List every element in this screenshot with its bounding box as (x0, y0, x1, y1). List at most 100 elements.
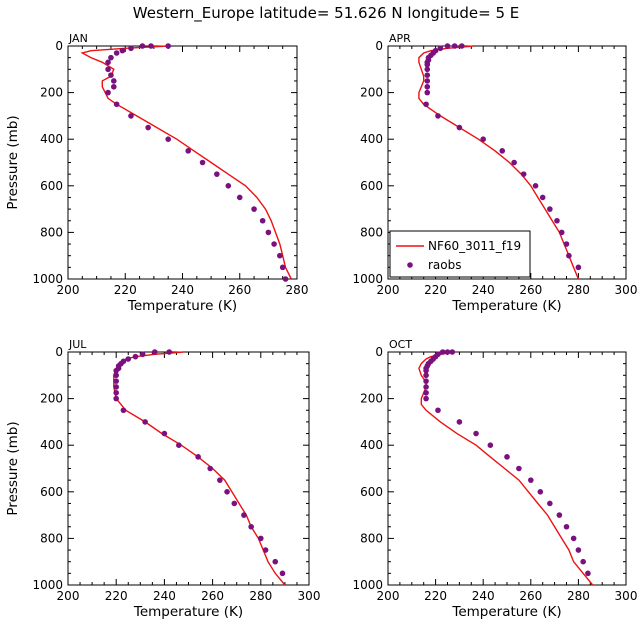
x-tick-label: 300 (615, 283, 638, 297)
obs-point (128, 113, 134, 119)
obs-point (241, 512, 247, 518)
obs-point (575, 264, 582, 271)
obs-point (119, 47, 126, 54)
obs-point (108, 72, 114, 78)
obs-point (279, 570, 286, 577)
obs-point (435, 407, 441, 414)
y-tick-label: 0 (55, 39, 63, 53)
panel-label: JUL (68, 338, 87, 351)
obs-point (217, 477, 223, 483)
y-tick-label: 800 (40, 531, 63, 545)
obs-point (128, 45, 134, 52)
obs-point (580, 558, 586, 565)
model-line (418, 351, 594, 586)
obs-point (449, 349, 456, 355)
obs-point (556, 512, 563, 518)
obs-point (487, 442, 494, 449)
obs-point (113, 395, 119, 402)
obs-point (132, 353, 139, 360)
obs-point (473, 430, 479, 437)
model-line (80, 45, 292, 280)
obs-point (456, 419, 463, 425)
obs-point (224, 489, 230, 495)
obs-point (108, 54, 114, 61)
obs-point (258, 535, 264, 542)
panel-label: JAN (68, 32, 88, 45)
x-tick-label: 280 (249, 589, 272, 603)
y-tick-label: 0 (375, 345, 383, 359)
obs-point (105, 66, 111, 73)
obs-point (444, 349, 451, 355)
obs-point (520, 171, 527, 177)
legend-obs-label: raobs (428, 258, 462, 272)
y-tick-label: 200 (40, 392, 63, 406)
obs-point (113, 389, 119, 396)
obs-point (537, 489, 544, 495)
x-tick-label: 280 (286, 283, 309, 297)
obs-point (458, 43, 465, 49)
obs-point (547, 500, 553, 507)
x-tick-label: 200 (377, 589, 400, 603)
legend-box (389, 230, 531, 278)
obs-point (563, 241, 570, 247)
y-tick-label: 400 (360, 438, 383, 452)
y-tick-label: 400 (40, 438, 63, 452)
x-tick-label: 200 (57, 283, 80, 297)
obs-point (424, 66, 431, 73)
y-tick-label: 200 (360, 392, 383, 406)
obs-point (282, 276, 289, 282)
model-line (113, 351, 286, 586)
panels: 200 220 240 260 280 0 200 400 600 800 1000 Temperat… (5, 32, 637, 620)
x-axis-label: Temperature (K) (127, 298, 237, 314)
obs-point (423, 367, 429, 374)
obs-point (166, 349, 173, 355)
panel-label: OCT (389, 338, 412, 351)
obs-point (176, 442, 182, 449)
legend-obs-swatch (407, 262, 413, 268)
y-tick-label: 0 (375, 39, 383, 53)
obs-point (439, 349, 446, 355)
obs-point (423, 101, 429, 108)
x-tick-label: 260 (519, 589, 542, 603)
obs-point (575, 547, 582, 553)
y-tick-label: 200 (40, 86, 63, 100)
obs-point (435, 113, 441, 119)
obs-point (161, 430, 168, 437)
x-tick-label: 300 (298, 589, 321, 603)
obs-point (185, 148, 192, 154)
obs-point (231, 500, 238, 507)
obs-point (262, 547, 269, 553)
obs-point (111, 78, 117, 84)
y-tick-label: 600 (40, 179, 63, 193)
obs-point (539, 194, 546, 201)
x-tick-label: 300 (615, 589, 638, 603)
x-tick-label: 220 (105, 589, 128, 603)
obs-point (516, 465, 522, 472)
obs-point (251, 206, 257, 212)
obs-point (248, 523, 254, 530)
obs-point (423, 378, 429, 384)
obs-point (424, 72, 431, 78)
y-tick-label: 200 (360, 86, 383, 100)
x-tick-label: 220 (424, 283, 447, 297)
obs-point (113, 378, 119, 384)
obs-point (265, 229, 272, 236)
y-tick-label: 0 (55, 345, 63, 359)
obs-point (437, 45, 444, 52)
x-tick-label: 260 (201, 589, 224, 603)
obs-point (120, 407, 127, 414)
obs-point (547, 206, 553, 212)
obs-point (236, 194, 243, 201)
obs-point (499, 148, 506, 154)
obs-point (113, 372, 119, 379)
obs-point (504, 454, 510, 460)
obs-point (214, 171, 220, 177)
y-axis-label: Pressure (mb) (5, 115, 21, 209)
x-tick-label: 220 (114, 283, 137, 297)
y-tick-label: 1000 (352, 578, 383, 592)
x-tick-label: 240 (171, 283, 194, 297)
obs-point (105, 59, 111, 66)
panel-jul: 200 220 240 260 280 300 0 200 400 600 800 1000 Tempe… (5, 338, 320, 620)
x-axis-label: Temperature (K) (451, 298, 561, 314)
obs-point (585, 570, 591, 577)
